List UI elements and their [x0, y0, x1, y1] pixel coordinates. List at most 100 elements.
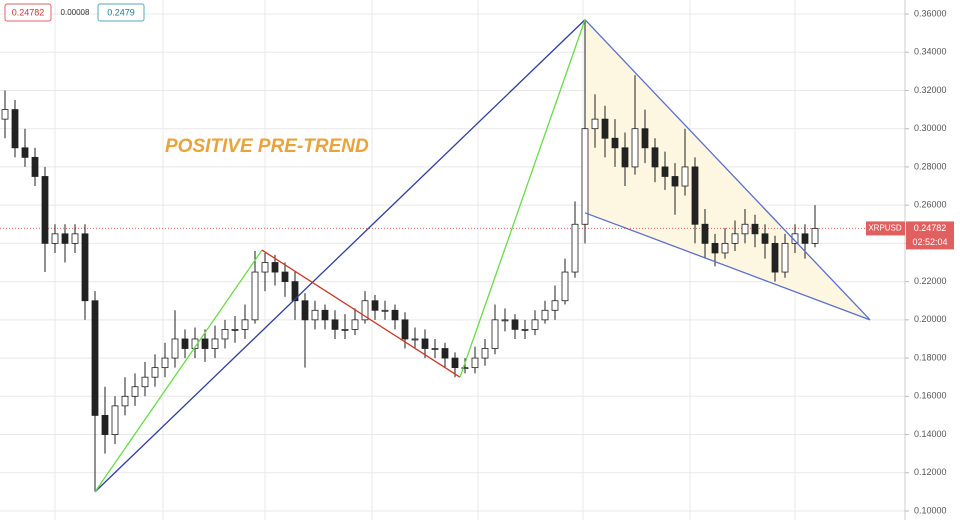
trend-line: [261, 249, 461, 378]
y-tick-label: 0.28000: [914, 161, 947, 171]
candle-body: [741, 223, 749, 235]
candle-body: [111, 405, 119, 435]
candle-body: [461, 367, 469, 370]
candle-body: [491, 319, 499, 349]
candle-body: [751, 223, 759, 235]
candle-body: [511, 319, 519, 330]
candle-body: [551, 300, 559, 311]
y-tick-label: 0.36000: [914, 8, 947, 18]
candle-body: [761, 233, 769, 244]
candle-body: [481, 348, 489, 359]
candle-body: [721, 242, 729, 254]
price-box: [906, 221, 954, 250]
candle-body: [21, 147, 29, 158]
bid: 0.24782: [12, 7, 45, 17]
candle-body: [381, 309, 389, 312]
y-tick-label: 0.12000: [914, 467, 947, 477]
candle-body: [701, 223, 709, 244]
candle-body: [351, 319, 359, 330]
candle-body: [601, 118, 609, 139]
candle-body: [391, 309, 399, 321]
y-tick-label: 0.34000: [914, 47, 947, 57]
candle-body: [141, 376, 149, 388]
y-tick-label: 0.30000: [914, 123, 947, 133]
annotation: POSITIVE PRE-TREND: [165, 136, 369, 157]
candle-body: [661, 166, 669, 177]
candle-body: [91, 300, 99, 416]
trend-line: [584, 19, 871, 321]
symbol-box: [866, 221, 905, 236]
candle-body: [31, 156, 39, 177]
candle-body: [401, 319, 409, 340]
spread: 0.00008: [61, 8, 90, 17]
candle-body: [241, 319, 249, 330]
trend-line: [459, 19, 586, 378]
trend-line: [94, 19, 586, 493]
candle-body: [431, 348, 439, 350]
candle-body: [271, 262, 279, 273]
candle-body: [411, 338, 419, 341]
candle-body: [61, 233, 69, 244]
candle-body: [581, 128, 589, 225]
candle-body: [341, 329, 349, 331]
candle-body: [691, 166, 699, 225]
candle-body: [161, 357, 169, 369]
y-tick-label: 0.10000: [914, 505, 947, 515]
candle-body: [261, 262, 269, 273]
candle-body: [541, 309, 549, 321]
candle-body: [771, 242, 779, 273]
candle-body: [781, 242, 789, 273]
candle-body: [591, 118, 599, 130]
candle-body: [801, 233, 809, 244]
last-price: 0.24782: [914, 223, 947, 233]
y-tick-label: 0.26000: [914, 200, 947, 210]
candle-body: [311, 309, 319, 321]
countdown: 02:52:04: [912, 237, 947, 247]
ask: 0.2479: [107, 7, 135, 17]
candle-body: [451, 357, 459, 369]
candle-body: [101, 415, 109, 435]
symbol: XRPUSD: [868, 224, 902, 233]
candle-body: [171, 338, 179, 359]
y-tick-label: 0.16000: [914, 391, 947, 401]
candle-body: [531, 319, 539, 330]
candle-body: [501, 319, 509, 322]
candle-body: [41, 176, 49, 244]
candle-body: [251, 271, 259, 321]
candle-body: [421, 338, 429, 349]
candle-body: [81, 233, 89, 302]
candle-body: [231, 329, 239, 331]
candle-body: [221, 329, 229, 340]
candle-body: [681, 166, 689, 187]
candle-body: [1, 109, 9, 120]
candle-body: [731, 233, 739, 244]
candle-body: [121, 395, 129, 407]
candle-body: [521, 329, 529, 331]
candle-body: [611, 137, 619, 149]
candle-body: [571, 223, 579, 273]
candle-body: [291, 281, 299, 302]
candle-body: [621, 147, 629, 168]
y-tick-label: 0.14000: [914, 429, 947, 439]
ask-box: [97, 3, 145, 22]
y-tick-label: 0.32000: [914, 85, 947, 95]
candle-body: [561, 271, 569, 302]
candle-body: [51, 233, 59, 244]
candle-body: [131, 386, 139, 397]
candle-body: [711, 242, 719, 254]
candle-body: [671, 176, 679, 187]
candle-body: [441, 348, 449, 359]
candle-body: [361, 300, 369, 321]
candle-body: [301, 300, 309, 321]
trend-line: [584, 212, 871, 321]
candle-body: [641, 128, 649, 149]
candle-body: [651, 147, 659, 168]
candle-body: [151, 367, 159, 378]
candle-body: [11, 109, 19, 149]
bid-box: [4, 3, 52, 22]
candle-body: [331, 319, 339, 330]
candle-body: [811, 228, 819, 244]
candle-body: [371, 300, 379, 311]
